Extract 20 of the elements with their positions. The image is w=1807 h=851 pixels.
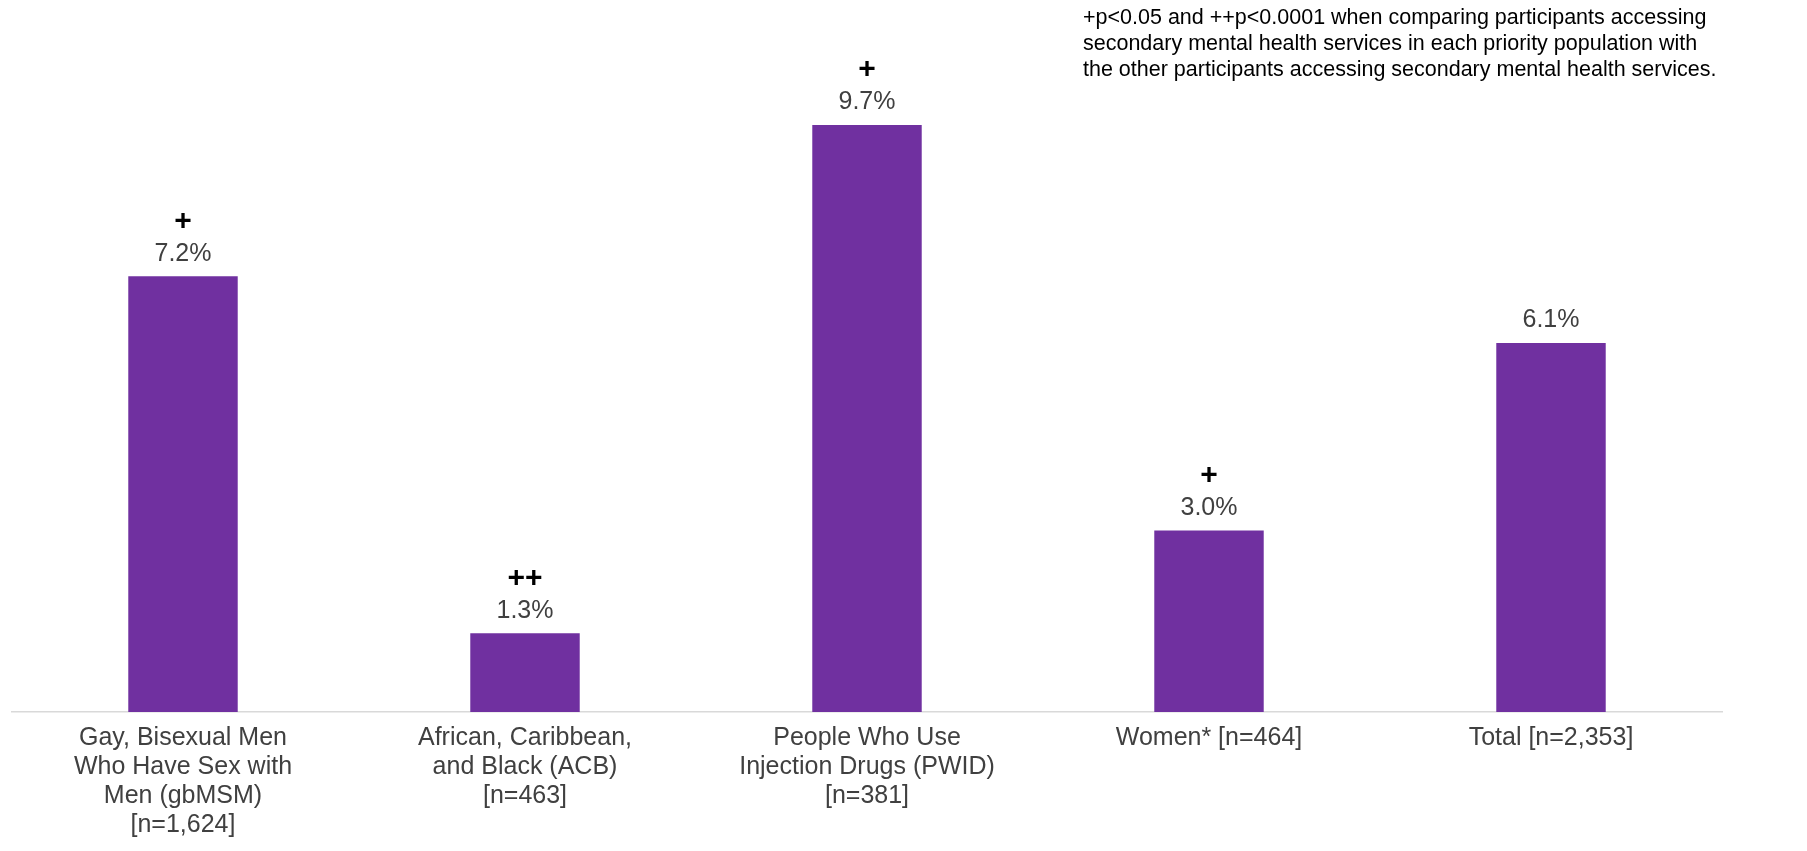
bar [1154,530,1264,712]
x-tick-label: Gay, Bisexual Men Who Have Sex with Men (gbMSM) [n=1,624] [73,722,293,837]
annotation: + [174,202,192,236]
bar [812,125,922,712]
data-label: 9.7% [838,86,896,115]
annotation: + [858,51,876,85]
text: +p<0.05 and ++p<0.0001 when comparing participants accessing secondary mental health services in each priority population with the other participants accessing secondary mental health services. [1083,4,1718,82]
data-label: 7.2% [154,237,212,266]
x-tick-label: People Who Use Injection Drugs (PWID) [n=381] [739,722,995,808]
annotation: ++ [507,559,543,593]
data-label: 6.1% [1522,304,1580,333]
annotation: + [1200,456,1218,490]
bar [470,633,580,712]
data-label: 1.3% [496,594,554,623]
x-tick-label: Women* [n=464] [1115,722,1303,751]
data-label: 3.0% [1180,491,1238,520]
x-tick-label: African, Caribbean, and Black (ACB) [n=463] [417,722,633,808]
bar [128,276,238,712]
bar [1496,342,1606,712]
x-tick-label: Total [n=2,353] [1468,722,1634,751]
